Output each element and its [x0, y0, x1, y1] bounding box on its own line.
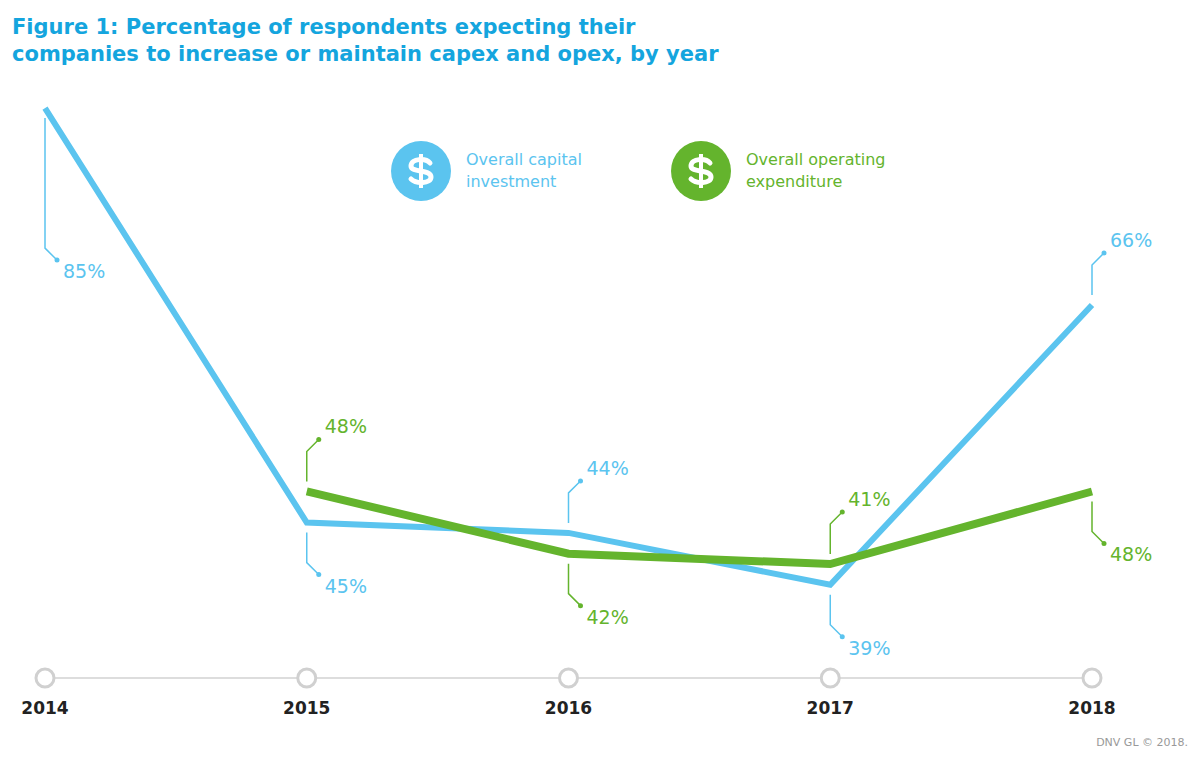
svg-text:2018: 2018: [1068, 698, 1115, 718]
svg-text:42%: 42%: [587, 606, 629, 628]
svg-text:48%: 48%: [1110, 543, 1152, 565]
html-text:Overall operating expenditure: Overall operating expenditure: [746, 150, 886, 191]
svg-text:45%: 45%: [325, 575, 367, 597]
svg-text:48%: 48%: [325, 415, 367, 437]
svg-text:39%: 39%: [848, 637, 890, 659]
svg-text:85%: 85%: [63, 260, 105, 282]
svg-text:66%: 66%: [1110, 229, 1152, 251]
svg-text:2017: 2017: [807, 698, 854, 718]
html-text:DNV GL © 2018.: DNV GL © 2018.: [1096, 736, 1188, 749]
svg-text:2015: 2015: [283, 698, 330, 718]
svg-text:44%: 44%: [587, 457, 629, 479]
html-text:Overall capital investment: Overall capital investment: [466, 150, 582, 191]
svg-text:41%: 41%: [848, 488, 890, 510]
html-text:Figure 1: Percentage of respon: Figure 1: Percentage of respondents expe…: [12, 15, 719, 67]
svg-text:2014: 2014: [21, 698, 68, 718]
svg-text:2016: 2016: [545, 698, 592, 718]
